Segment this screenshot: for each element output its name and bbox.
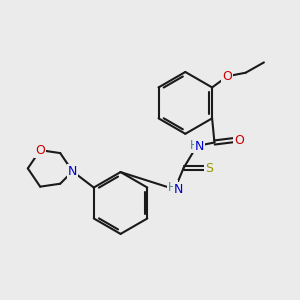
Text: H: H	[168, 181, 177, 194]
Text: O: O	[35, 144, 45, 157]
Text: N: N	[195, 140, 204, 152]
Text: N: N	[68, 165, 77, 178]
Text: O: O	[234, 134, 244, 147]
Text: H: H	[190, 139, 198, 152]
Text: S: S	[206, 162, 214, 175]
Text: O: O	[223, 70, 232, 83]
Text: N: N	[174, 183, 183, 196]
